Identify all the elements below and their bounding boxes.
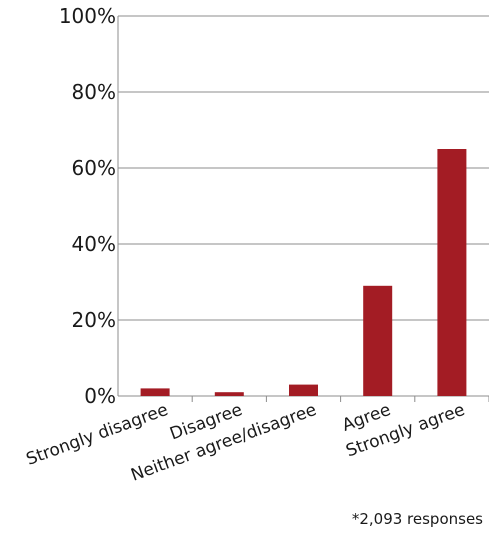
bar-disagree xyxy=(214,392,244,396)
y-tick-label: 60% xyxy=(72,156,116,180)
bar-agree xyxy=(363,285,393,396)
y-tick-label: 80% xyxy=(72,80,116,104)
y-tick-label: 100% xyxy=(59,4,116,28)
bar-neither-agree-disagree xyxy=(289,384,318,396)
y-tick-label: 40% xyxy=(72,232,116,256)
gridlines xyxy=(117,15,489,402)
bar-strongly-agree xyxy=(437,149,467,396)
footnote: *2,093 responses xyxy=(352,510,483,528)
y-axis-tick-labels: 0% 20% 40% 60% 80% 100% xyxy=(59,4,116,408)
bars xyxy=(140,149,467,396)
y-tick-label: 0% xyxy=(84,384,116,408)
y-tick-label: 20% xyxy=(72,308,116,332)
bar-strongly-disagree xyxy=(140,388,170,396)
